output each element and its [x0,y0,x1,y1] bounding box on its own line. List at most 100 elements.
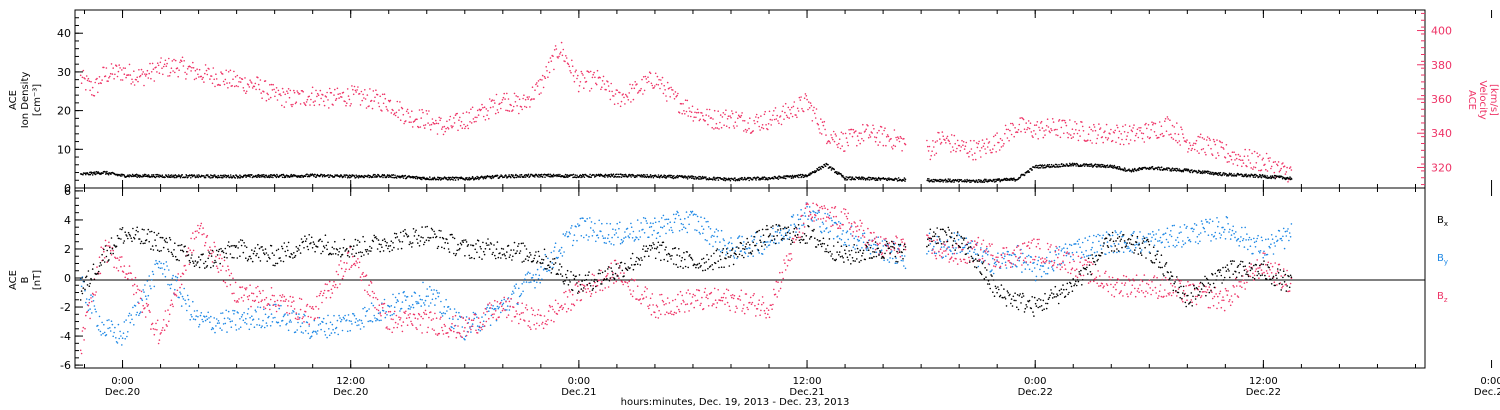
by-series-point [1042,265,1045,267]
density-series-point [714,177,716,180]
by-series-point [891,250,893,252]
velocity-series-point [904,143,907,146]
by-series-point [419,298,422,301]
by-series-point [131,318,133,321]
by-series-point [221,329,223,331]
by-series-point [1150,240,1152,242]
velocity-series-point [191,66,193,69]
velocity-series-point [261,97,263,99]
velocity-series-point [829,142,831,144]
velocity-series-point [129,74,132,76]
by-series-point [1289,236,1292,238]
by-series-point [1164,246,1166,249]
velocity-series-point [365,107,368,109]
velocity-series-point [1075,129,1077,131]
by-series-point [303,313,305,316]
by-series-point [209,321,211,324]
velocity-series-point [87,77,90,80]
by-series-point [607,234,610,236]
velocity-series-point [103,66,105,69]
velocity-series-point [945,137,948,140]
by-series-point [784,232,787,234]
density-series-point [1240,173,1243,175]
density-series-point [442,178,445,180]
velocity-series-point [809,102,812,104]
by-series-point [1255,240,1258,243]
velocity-series-point [185,78,187,80]
density-series-point [290,173,293,176]
density-series-point [904,180,906,182]
density-series-point [1083,165,1086,167]
velocity-series-point [80,82,83,84]
density-series-point [652,175,654,177]
density-series-point [657,174,660,176]
by-series-point [703,217,706,220]
velocity-series-point [806,98,808,101]
density-series-point [604,176,606,178]
density-series-point [624,175,626,178]
velocity-series-point [808,101,810,103]
velocity-series-point [515,95,517,97]
by-series-point [1171,224,1174,227]
velocity-series-point [878,129,880,132]
by-series-point [272,317,275,319]
density-series-point [229,174,232,176]
density-series-point [763,176,766,178]
velocity-series-point [849,133,851,135]
by-series-point [1253,237,1255,240]
velocity-series-point [865,128,867,131]
density-series-point [147,174,150,176]
velocity-series-point [179,61,181,64]
by-series-point [809,211,812,214]
by-series-point [388,305,391,308]
by-series-point [1184,242,1187,244]
by-series-point [252,318,255,321]
velocity-series-point [346,88,349,90]
density-series-point [1070,165,1072,167]
bz-series-point [100,246,102,248]
by-series-point [695,213,697,216]
density-series-point [362,175,364,177]
velocity-series-point [1178,140,1181,142]
density-series-point [119,175,122,177]
velocity-series-point [620,100,623,103]
by-series-point [1266,253,1269,256]
by-series-point [374,317,376,319]
by-series-point [973,251,975,254]
by-series-point [1230,234,1233,236]
density-tick-label: 0 [64,182,71,195]
velocity-series-point [482,115,485,118]
by-series-point [1003,257,1005,260]
velocity-series-point [1141,137,1144,140]
by-series-point [342,316,345,319]
by-series-point [1090,248,1092,251]
velocity-series-point [364,98,367,100]
by-series-point [359,328,362,330]
by-series-point [995,263,997,266]
density-series-point [552,173,555,176]
velocity-series-point [669,96,671,98]
by-series-point [976,253,979,255]
velocity-series-point [338,97,340,99]
velocity-series-point [467,127,470,130]
density-series-point [1186,169,1189,172]
density-series-point [1128,168,1130,170]
velocity-series-point [486,114,488,116]
density-series-point [191,174,193,176]
velocity-series-point [819,132,821,134]
velocity-series-point [122,67,125,69]
density-series-point [386,175,388,177]
by-series-point [85,298,88,300]
velocity-series-point [814,112,816,115]
by-series-point [986,247,988,250]
by-series-point [122,332,125,335]
velocity-series-point [570,71,572,74]
velocity-series-point [232,78,234,80]
density-series-point [1113,164,1116,167]
density-series-point [131,175,133,177]
density-axis-label-line3: [cm⁻³] [32,84,43,116]
velocity-series-point [991,151,993,154]
by-series-point [722,238,725,240]
by-series-point [135,314,138,316]
velocity-series-point [769,118,772,121]
